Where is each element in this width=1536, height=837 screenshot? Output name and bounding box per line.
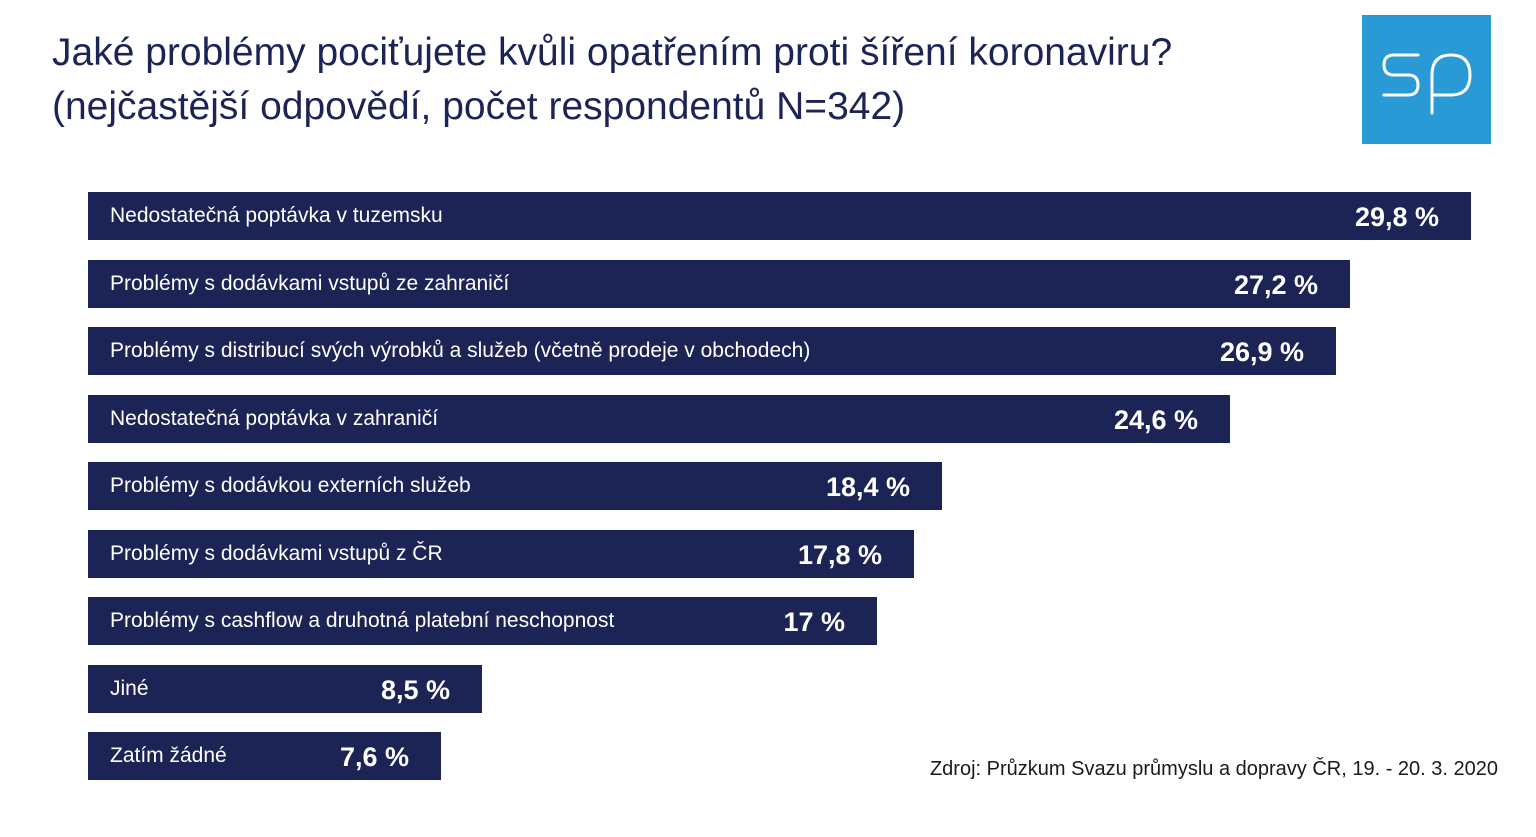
bar-label: Nedostatečná poptávka v tuzemsku	[110, 204, 443, 227]
bar-label: Jiné	[110, 676, 149, 700]
bar-label: Problémy s distribucí svých výrobků a sl…	[110, 339, 811, 362]
bar-label: Nedostatečná poptávka v zahraničí	[110, 406, 439, 430]
bar: Jiné 8,5 %	[88, 664, 482, 713]
chart-title-line-2: (nejčastější odpovědí, počet respondentů…	[52, 85, 906, 128]
bar: Problémy s distribucí svých výrobků a sl…	[88, 327, 1336, 375]
bar-value-label: 26,9 %	[1219, 337, 1304, 367]
bar-label: Problémy s dodávkami vstupů z ČR	[110, 541, 443, 565]
bar-label: Problémy s dodávkou externích služeb	[110, 474, 471, 497]
bar-value-label: 17,8 %	[797, 539, 882, 570]
bar: Problémy s dodávkami vstupů z ČR 17,8 %	[88, 529, 914, 578]
bar-value-label: 24,6 %	[1113, 404, 1198, 435]
bar: Problémy s dodávkou externích služeb 18,4…	[88, 462, 942, 510]
bar-label: Zatím žádné	[110, 744, 227, 767]
bar-value-label: 29,8 %	[1354, 202, 1439, 232]
bar-value-label: 18,4 %	[825, 472, 910, 502]
bar: Zatím žádné 7,6 %	[88, 732, 441, 780]
bar-label: Problémy s dodávkami vstupů ze zahraničí	[110, 271, 510, 295]
bar-label: Problémy s cashflow a druhotná platební …	[110, 609, 615, 632]
bar: Problémy s dodávkami vstupů ze zahraničí…	[88, 259, 1350, 308]
bar: Nedostatečná poptávka v zahraničí 24,6 %	[88, 394, 1230, 443]
bar-value-label: 7,6 %	[339, 742, 409, 772]
bar-value-label: 17 %	[783, 607, 845, 637]
sp-logo	[1362, 15, 1491, 144]
chart-title-line-1: Jaké problémy pociťujete kvůli opatřením…	[52, 31, 1173, 74]
bar-value-label: 8,5 %	[380, 674, 450, 705]
bar-value-label: 27,2 %	[1233, 269, 1318, 300]
bar: Nedostatečná poptávka v tuzemsku 29,8 %	[88, 192, 1471, 240]
chart-title: Jaké problémy pociťujete kvůli opatřením…	[52, 26, 1352, 134]
bar: Problémy s cashflow a druhotná platební …	[88, 597, 877, 645]
source-note: Zdroj: Průzkum Svazu průmyslu a dopravy …	[929, 758, 1498, 780]
sp-logo-icon	[1382, 53, 1472, 115]
